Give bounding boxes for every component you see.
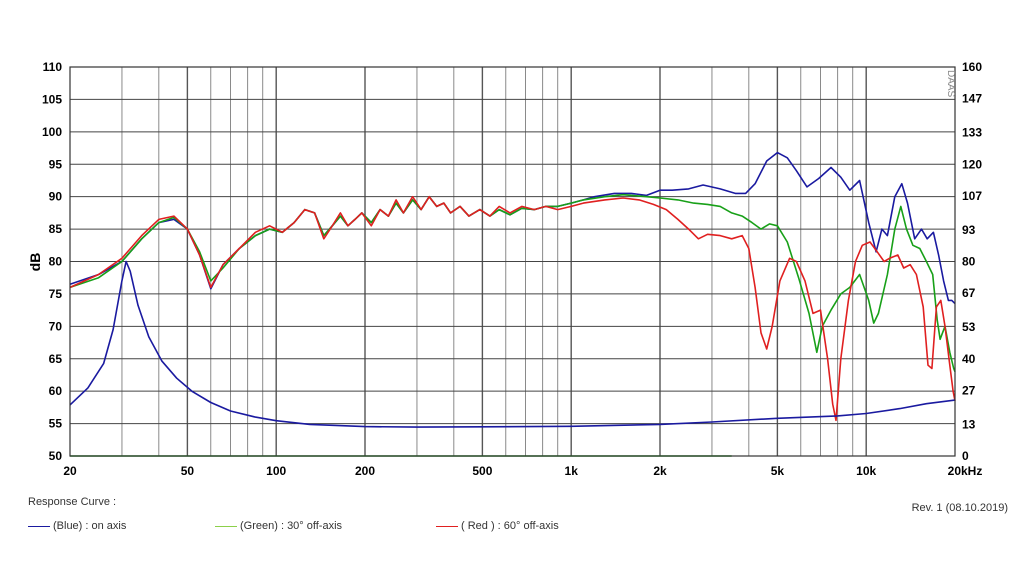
60-off-axis-curve — [69, 195, 956, 422]
frequency-response-chart: 20 50 100 200 500 1k 2k 5k 10k 20kHz5055606570758… — [27, 60, 982, 478]
y-tick-label: 100 — [42, 125, 62, 139]
x-tick-label: 20 — [63, 464, 77, 478]
legend-label-60-off-axis: ( Red ) : 60° off-axis — [461, 520, 559, 532]
x-tick-label: 1k — [565, 464, 579, 478]
y-tick-label: 50 — [49, 449, 63, 463]
y-tick-label: 75 — [49, 287, 63, 301]
y2-tick-label: 120 — [962, 157, 982, 171]
x-tick-label: 500 — [472, 464, 492, 478]
y2-tick-label: 133 — [962, 126, 982, 140]
legend-swatch-green — [215, 525, 237, 527]
legend-swatch-red — [436, 525, 458, 527]
x-tick-label: 20kHz — [948, 464, 983, 478]
y-tick-label: 85 — [49, 222, 63, 236]
y-tick-label: 95 — [49, 157, 63, 171]
legend-label-on-axis: (Blue) : on axis — [53, 520, 127, 532]
legend-item-30-off-axis: (Green) : 30° off-axis — [215, 520, 342, 532]
y-tick-label: 90 — [49, 190, 63, 204]
watermark: DAAS — [945, 70, 956, 98]
y-tick-label: 70 — [49, 319, 63, 333]
grid — [70, 67, 955, 456]
x-tick-label: 50 — [181, 464, 195, 478]
legend-label-30-off-axis: (Green) : 30° off-axis — [240, 520, 343, 532]
y-tick-label: 110 — [43, 60, 63, 74]
y2-tick-label: 147 — [962, 92, 982, 106]
y2-tick-label: 93 — [962, 223, 976, 237]
legend-swatch-blue — [28, 525, 50, 527]
y2-tick-label: 27 — [962, 383, 976, 397]
y2-tick-label: 160 — [962, 60, 982, 74]
y2-tick-label: 0 — [962, 449, 969, 463]
y2-tick-label: 53 — [962, 320, 976, 334]
x-tick-label: 10k — [856, 464, 876, 478]
y-tick-label: 55 — [49, 417, 63, 431]
y2-tick-label: 80 — [962, 255, 976, 269]
legend-title: Response Curve : — [28, 496, 117, 508]
legend-item-on-axis: (Blue) : on axis — [28, 520, 126, 532]
impedance-curve — [69, 260, 956, 428]
revision-label: Rev. 1 (08.10.2019) — [911, 502, 1008, 514]
x-tick-label: 2k — [653, 464, 667, 478]
y2-tick-label: 107 — [962, 189, 982, 203]
x-tick-label: 5k — [771, 464, 785, 478]
y-axis-label: dB — [27, 253, 43, 272]
y-tick-label: 60 — [49, 384, 63, 398]
y-tick-label: 65 — [49, 352, 63, 366]
plot-frame — [69, 66, 956, 457]
x-tick-label: 200 — [355, 464, 375, 478]
y-tick-label: 80 — [49, 255, 63, 269]
y2-tick-label: 40 — [962, 352, 976, 366]
x-tick-label: 100 — [266, 464, 286, 478]
legend-item-60-off-axis: ( Red ) : 60° off-axis — [436, 520, 559, 532]
y-tick-label: 105 — [42, 92, 62, 106]
y2-tick-label: 67 — [962, 286, 976, 300]
y2-tick-label: 13 — [962, 417, 976, 431]
axis-ticks: 20 50 100 200 500 1k 2k 5k 10k 20kHz5055606570758… — [42, 60, 982, 478]
